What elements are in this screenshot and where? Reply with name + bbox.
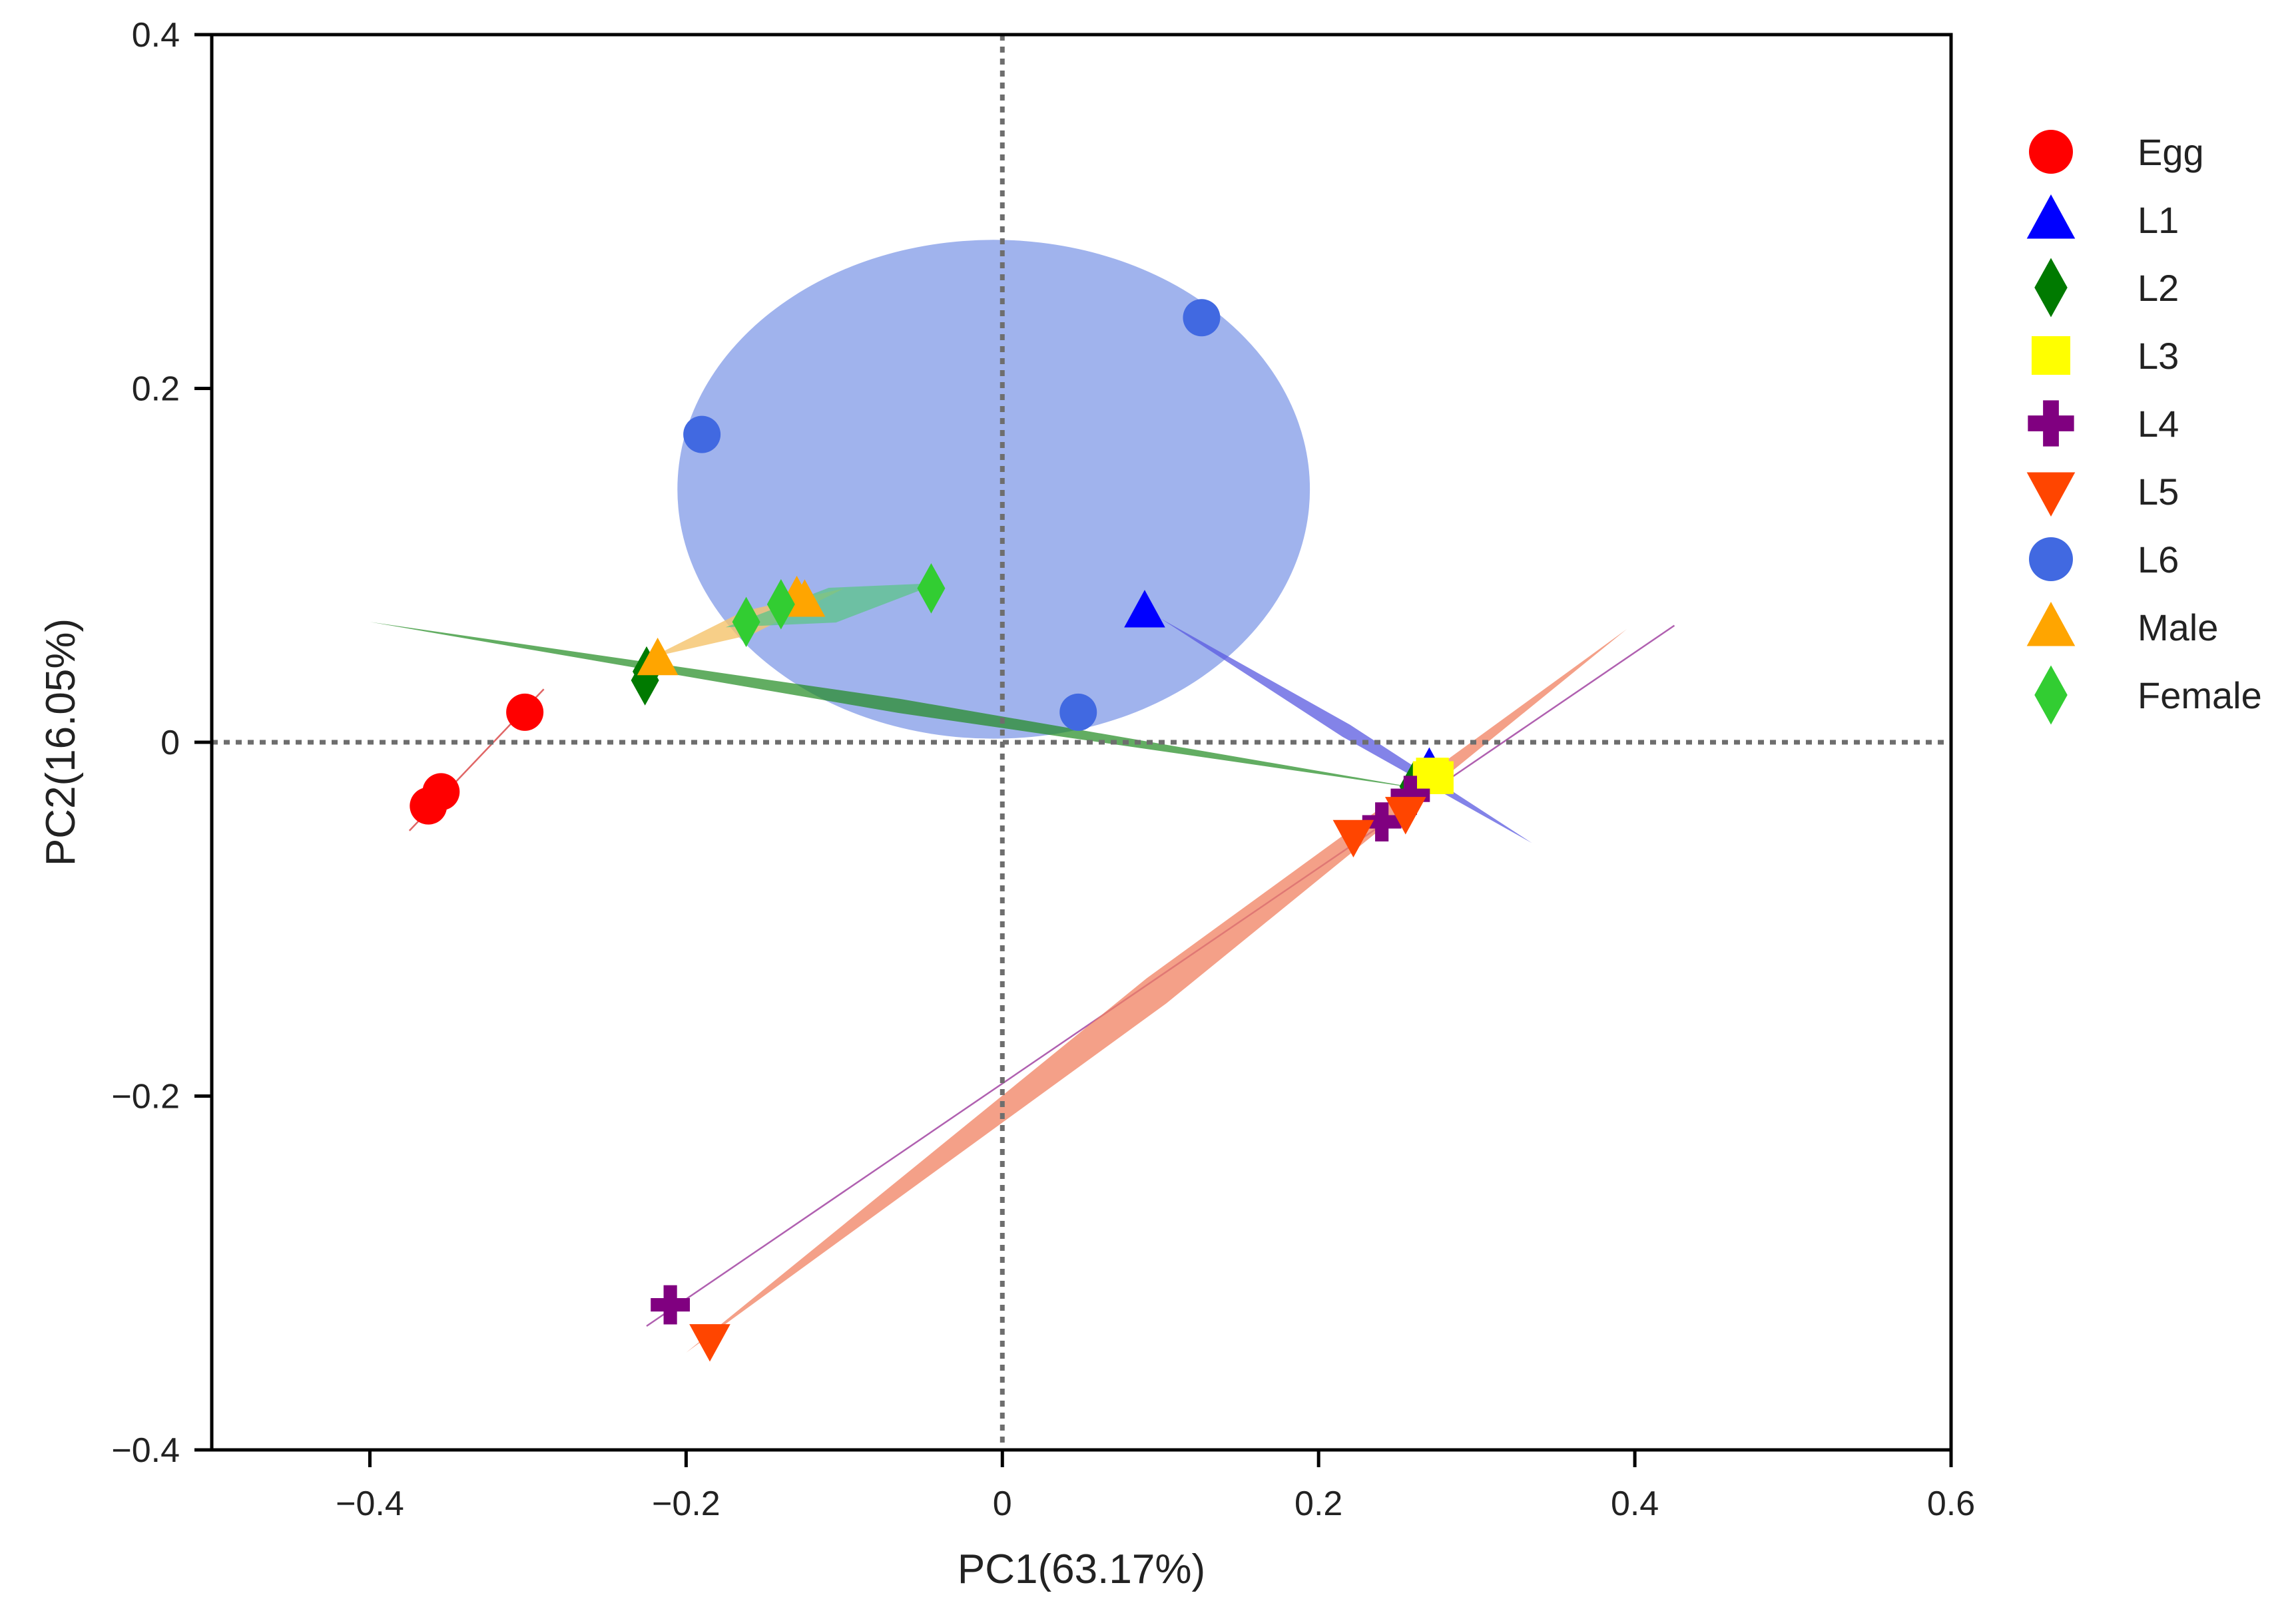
point-female-1	[917, 563, 946, 614]
point-l4-1	[651, 1285, 691, 1325]
point-l6-2	[683, 415, 721, 453]
x-tick-label: 0.2	[1294, 1485, 1342, 1523]
x-tick-label: −0.4	[336, 1485, 404, 1523]
legend-label-l2: L2	[2138, 267, 2179, 309]
legend-label-female: Female	[2138, 674, 2262, 716]
legend-marker-male	[2026, 602, 2076, 646]
legend-marker-l1	[2026, 194, 2076, 239]
legend-marker-l3	[2031, 336, 2071, 375]
x-tick-label: 0	[993, 1485, 1012, 1523]
point-l5-3	[1384, 797, 1426, 835]
legend-label-l1: L1	[2138, 199, 2179, 241]
x-tick-label: 0.6	[1927, 1485, 1975, 1523]
legend-label-male: Male	[2138, 606, 2218, 648]
y-tick-label: 0	[160, 724, 180, 762]
legend-marker-female	[2034, 665, 2068, 725]
axes: −0.4 −0.2 0 0.2 0.4 0.6 −0.4 −0.2 0 0.2 0.4	[111, 16, 1975, 1523]
point-egg-3	[410, 787, 447, 825]
legend: Egg L1 L2 L3 L4 L5 L6 Male Female	[2026, 130, 2262, 725]
point-egg-1	[506, 693, 544, 731]
point-l3-3	[1416, 758, 1449, 791]
legend-label-l3: L3	[2138, 335, 2179, 377]
x-axis-title: PC1(63.17%)	[958, 1546, 1205, 1592]
legend-label-l6: L6	[2138, 539, 2179, 580]
y-tick-label: −0.4	[111, 1431, 180, 1470]
point-l4-2	[1362, 802, 1402, 841]
legend-marker-l5	[2026, 472, 2076, 517]
point-female-2	[766, 578, 795, 630]
point-l6-3	[1059, 693, 1097, 731]
ellipse-l5	[686, 628, 1627, 1353]
legend-marker-l6	[2029, 537, 2073, 581]
legend-label-l4: L4	[2138, 403, 2179, 445]
data-points	[410, 299, 1454, 1362]
reference-lines	[212, 35, 1951, 1450]
legend-marker-l4	[2028, 400, 2074, 447]
point-l1-1	[1124, 590, 1165, 628]
x-tick-label: −0.2	[652, 1485, 720, 1523]
point-l5-2	[1332, 819, 1374, 858]
legend-label-l5: L5	[2138, 471, 2179, 513]
legend-marker-l2	[2034, 258, 2068, 318]
point-male-1	[637, 637, 679, 676]
x-tick-label: 0.4	[1611, 1485, 1659, 1523]
point-male-3	[784, 579, 826, 617]
point-l4-3	[1390, 776, 1430, 815]
y-tick-label: 0.2	[132, 370, 180, 409]
y-axis-title: PC2(16.05%)	[38, 618, 84, 866]
point-l5-1	[689, 1324, 730, 1362]
y-tick-label: 0.4	[132, 16, 180, 55]
point-female-3	[732, 596, 760, 648]
legend-marker-egg	[2029, 130, 2073, 174]
legend-label-egg: Egg	[2138, 131, 2204, 173]
y-tick-label: −0.2	[111, 1078, 180, 1116]
ellipse-l2	[370, 622, 1430, 790]
point-l6-1	[1183, 299, 1221, 337]
